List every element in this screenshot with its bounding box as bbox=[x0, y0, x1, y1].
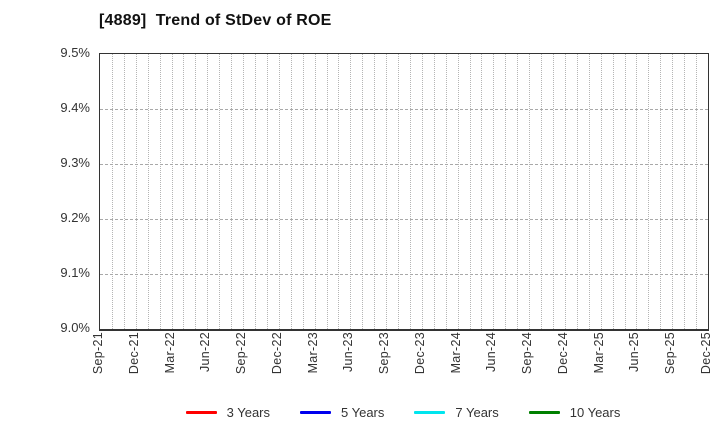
vertical-gridline bbox=[290, 54, 292, 329]
vertical-gridline bbox=[588, 54, 590, 329]
horizontal-gridline bbox=[100, 219, 708, 220]
vertical-gridline bbox=[660, 54, 662, 329]
x-tick-label: Mar-23 bbox=[305, 332, 320, 374]
legend-line-swatch bbox=[300, 410, 331, 414]
y-tick-label: 9.5% bbox=[60, 45, 90, 60]
vertical-gridline bbox=[684, 54, 686, 329]
x-tick-label: Sep-21 bbox=[91, 332, 105, 375]
vertical-gridline bbox=[457, 54, 459, 329]
vertical-gridline bbox=[564, 54, 566, 329]
chart-title: [4889] Trend of StDev of ROE bbox=[99, 12, 332, 29]
vertical-gridline bbox=[386, 54, 388, 329]
vertical-gridline bbox=[409, 54, 411, 329]
vertical-gridline bbox=[553, 54, 555, 329]
vertical-gridline bbox=[111, 54, 113, 329]
x-tick-label: Dec-23 bbox=[412, 332, 427, 375]
legend-item: 3 Years bbox=[185, 404, 270, 420]
y-tick-label: 9.3% bbox=[60, 155, 90, 170]
vertical-gridline bbox=[350, 54, 352, 329]
vertical-gridline bbox=[421, 54, 423, 329]
x-tick-label: Sep-22 bbox=[234, 332, 249, 375]
vertical-gridline bbox=[493, 54, 495, 329]
x-tick-label: Mar-24 bbox=[448, 332, 463, 374]
legend-label: 5 Years bbox=[341, 404, 385, 420]
vertical-gridline bbox=[505, 54, 507, 329]
vertical-gridline bbox=[135, 54, 137, 329]
vertical-gridline bbox=[374, 54, 376, 329]
vertical-gridline bbox=[171, 54, 173, 329]
x-tick-label: Dec-24 bbox=[555, 332, 570, 375]
x-tick-label: Jun-25 bbox=[627, 332, 642, 373]
vertical-gridline bbox=[469, 54, 471, 329]
legend-item: 5 Years bbox=[300, 405, 384, 420]
y-tick-label: 9.2% bbox=[60, 210, 90, 225]
x-tick-label: Dec-25 bbox=[699, 332, 713, 375]
horizontal-gridline bbox=[100, 109, 708, 110]
vertical-gridline bbox=[254, 54, 256, 329]
vertical-gridline bbox=[624, 54, 626, 329]
vertical-gridline bbox=[195, 54, 197, 329]
y-tick-label: 9.4% bbox=[60, 100, 90, 115]
vertical-gridline bbox=[612, 54, 614, 329]
vertical-gridline bbox=[636, 54, 638, 329]
x-tick-label: Jun-24 bbox=[484, 332, 499, 373]
vertical-gridline bbox=[517, 54, 519, 329]
vertical-gridline bbox=[231, 54, 233, 329]
vertical-gridline bbox=[338, 54, 340, 329]
legend-label: 3 Years bbox=[226, 404, 270, 420]
x-tick-label: Mar-22 bbox=[162, 332, 177, 374]
vertical-gridline bbox=[266, 54, 268, 329]
vertical-gridline bbox=[398, 54, 400, 329]
vertical-gridline bbox=[123, 54, 125, 329]
vertical-gridline bbox=[147, 54, 149, 329]
vertical-gridline bbox=[481, 54, 483, 329]
vertical-gridline bbox=[541, 54, 543, 329]
legend-line-swatch bbox=[414, 410, 446, 414]
x-tick-label: Jun-23 bbox=[341, 332, 356, 373]
vertical-gridline bbox=[207, 54, 209, 329]
vertical-gridline bbox=[433, 54, 435, 329]
vertical-gridline bbox=[576, 54, 578, 329]
x-tick-label: Sep-24 bbox=[520, 332, 535, 375]
legend-label: 7 Years bbox=[455, 404, 499, 420]
x-tick-label: Sep-25 bbox=[663, 332, 678, 375]
y-tick-label: 9.1% bbox=[60, 265, 90, 280]
horizontal-gridline bbox=[100, 274, 708, 275]
vertical-gridline bbox=[326, 54, 328, 329]
legend-item: 7 Years bbox=[414, 404, 499, 420]
vertical-gridline bbox=[302, 54, 304, 329]
vertical-gridline bbox=[672, 54, 674, 329]
y-tick-label: 9.0% bbox=[60, 320, 90, 335]
vertical-gridline bbox=[648, 54, 650, 329]
x-tick-label: Dec-22 bbox=[269, 332, 284, 375]
legend-line-swatch bbox=[185, 410, 217, 414]
vertical-gridline bbox=[362, 54, 364, 329]
legend-item: 10 Years bbox=[528, 404, 621, 420]
vertical-gridline bbox=[696, 54, 698, 329]
horizontal-gridline bbox=[100, 164, 708, 165]
x-tick-label: Sep-23 bbox=[377, 332, 392, 375]
vertical-gridline bbox=[314, 54, 316, 329]
vertical-gridline bbox=[529, 54, 531, 329]
plot-area bbox=[99, 53, 709, 331]
x-tick-label: Mar-25 bbox=[591, 332, 606, 374]
x-tick-label: Jun-22 bbox=[198, 332, 213, 373]
vertical-gridline bbox=[243, 54, 245, 329]
vertical-gridline bbox=[600, 54, 602, 329]
legend-line-swatch bbox=[528, 410, 560, 414]
vertical-gridline bbox=[159, 54, 161, 329]
legend-label: 10 Years bbox=[569, 404, 621, 420]
vertical-gridline bbox=[278, 54, 280, 329]
vertical-gridline bbox=[445, 54, 447, 329]
x-tick-label: Dec-21 bbox=[126, 332, 141, 375]
vertical-gridline bbox=[219, 54, 221, 329]
vertical-gridline bbox=[183, 54, 185, 329]
legend: 3 Years 5 Years 7 Years 10 Years bbox=[99, 403, 707, 421]
